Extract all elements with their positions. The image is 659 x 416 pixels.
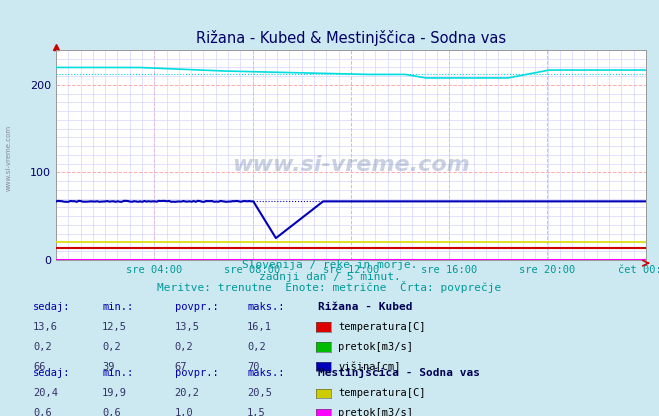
Text: 19,9: 19,9 <box>102 389 127 399</box>
Text: Mestinjščica - Sodna vas: Mestinjščica - Sodna vas <box>318 367 480 379</box>
Text: 20,4: 20,4 <box>33 389 58 399</box>
Text: višina[cm]: višina[cm] <box>338 362 401 372</box>
Text: min.:: min.: <box>102 302 133 312</box>
Text: 0,2: 0,2 <box>175 342 193 352</box>
Text: 39: 39 <box>102 362 115 372</box>
Text: 13,5: 13,5 <box>175 322 200 332</box>
Text: 0,6: 0,6 <box>102 409 121 416</box>
Text: 1,5: 1,5 <box>247 409 266 416</box>
Text: sedaj:: sedaj: <box>33 369 71 379</box>
Text: 0,6: 0,6 <box>33 409 51 416</box>
Text: sedaj:: sedaj: <box>33 302 71 312</box>
Text: www.si-vreme.com: www.si-vreme.com <box>232 156 470 176</box>
Text: 0,2: 0,2 <box>247 342 266 352</box>
Text: 12,5: 12,5 <box>102 322 127 332</box>
Text: www.si-vreme.com: www.si-vreme.com <box>5 125 11 191</box>
Text: Meritve: trenutne  Enote: metrične  Črta: povprečje: Meritve: trenutne Enote: metrične Črta: … <box>158 281 501 293</box>
Title: Rižana - Kubed & Mestinjščica - Sodna vas: Rižana - Kubed & Mestinjščica - Sodna va… <box>196 30 506 46</box>
Text: povpr.:: povpr.: <box>175 369 218 379</box>
Text: pretok[m3/s]: pretok[m3/s] <box>338 409 413 416</box>
Text: maks.:: maks.: <box>247 302 285 312</box>
Text: min.:: min.: <box>102 369 133 379</box>
Text: temperatura[C]: temperatura[C] <box>338 322 426 332</box>
Text: 0,2: 0,2 <box>102 342 121 352</box>
Text: Rižana - Kubed: Rižana - Kubed <box>318 302 413 312</box>
Text: maks.:: maks.: <box>247 369 285 379</box>
Text: povpr.:: povpr.: <box>175 302 218 312</box>
Text: 20,5: 20,5 <box>247 389 272 399</box>
Text: 70: 70 <box>247 362 260 372</box>
Text: 16,1: 16,1 <box>247 322 272 332</box>
Text: 0,2: 0,2 <box>33 342 51 352</box>
Text: Slovenija / reke in morje.: Slovenija / reke in morje. <box>242 260 417 270</box>
Text: 13,6: 13,6 <box>33 322 58 332</box>
Text: zadnji dan / 5 minut.: zadnji dan / 5 minut. <box>258 272 401 282</box>
Text: 67: 67 <box>175 362 187 372</box>
Text: 20,2: 20,2 <box>175 389 200 399</box>
Text: 66: 66 <box>33 362 45 372</box>
Text: 1,0: 1,0 <box>175 409 193 416</box>
Text: pretok[m3/s]: pretok[m3/s] <box>338 342 413 352</box>
Text: temperatura[C]: temperatura[C] <box>338 389 426 399</box>
